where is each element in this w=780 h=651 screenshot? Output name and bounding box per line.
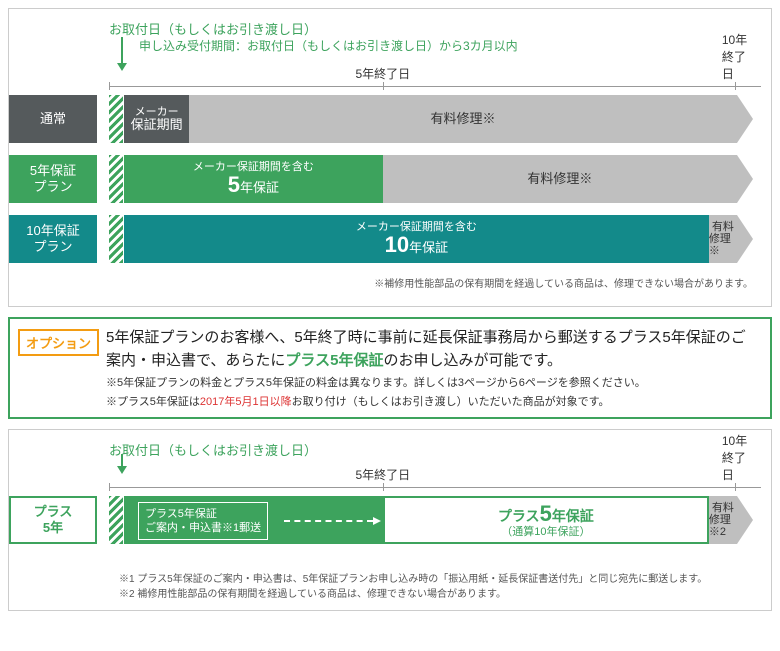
seg-plus5-paid: 有料 修理※2 [709,496,737,544]
pointer-arrow-icon [121,37,123,65]
timeline-segment: メーカー保証期間を含む5年保証 [124,155,383,203]
install-date-label-2: お取付日（もしくはお引き渡し日） [109,440,317,459]
tick-5yr-2: 5年終了日 [355,466,410,483]
tick-10yr-2: 10年終了日 [722,432,748,483]
hatch-icon [109,215,123,263]
row-label: 10年保証プラン [9,215,97,263]
dash-arrow-icon [284,520,373,522]
warranty-timeline-panel: お取付日（もしくはお引き渡し日） 申し込み受付期間：お取付日（もしくはお引き渡し… [8,8,772,307]
timeline-row: 5年保証プランメーカー保証期間を含む5年保証有料修理※ [109,155,761,203]
tick-10yr: 10年終了日 [722,31,748,82]
option-sub2: ※プラス5年保証は2017年5月1日以降お取り付け（もしくはお引き渡し）いただい… [106,395,760,410]
time-axis-2: 5年終了日 10年終了日 [109,470,761,488]
pointer-arrow-icon [121,454,123,468]
timeline-header-2: お取付日（もしくはお引き渡し日） [109,440,761,470]
tick-5yr: 5年終了日 [355,65,410,82]
option-box: オプション 5年保証プランのお客様へ、5年終了時に事前に延長保証事務局から郵送す… [8,317,772,419]
timeline-segment: メーカー保証期間を含む10年保証 [124,215,709,263]
seg-plus5-guide: プラス5年保証ご案内・申込書※1郵送 [124,496,383,544]
timeline-segment: 有料修理※ [709,215,737,263]
row-label-plus5: プラス5年 [9,496,97,544]
hatch-icon [109,155,123,203]
timeline-segment: 有料修理※ [383,155,737,203]
footnote: ※補修用性能部品の保有期間を経過している商品は、修理できない場合があります。 [109,275,753,290]
timeline-row: 通常メーカー保証期間有料修理※ [109,95,761,143]
row-label: 通常 [9,95,97,143]
timeline-row: 10年保証プランメーカー保証期間を含む10年保証有料修理※ [109,215,761,263]
option-main-text: 5年保証プランのお客様へ、5年終了時に事前に延長保証事務局から郵送するプラス5年… [106,327,760,372]
plus5-panel: お取付日（もしくはお引き渡し日） 5年終了日 10年終了日 プラス5年 プラス5… [8,429,772,611]
option-sub1: ※5年保証プランの料金とプラス5年保証の料金は異なります。詳しくは3ページから6… [106,376,760,391]
timeline-segment: 有料修理※ [189,95,737,143]
row-label: 5年保証プラン [9,155,97,203]
footnote-2: ※1 プラス5年保証のご案内・申込書は、5年保証プランお申し込み時の「振込用紙・… [119,572,763,602]
time-axis: 5年終了日 10年終了日 [109,69,761,87]
install-date-label: お取付日（もしくはお引き渡し日） [109,19,317,38]
option-badge: オプション [18,329,99,356]
application-period-label: 申し込み受付期間：お取付日（もしくはお引き渡し日）から3カ月以内 [139,37,518,54]
timeline-segment: メーカー保証期間 [124,95,189,143]
timeline-header: お取付日（もしくはお引き渡し日） 申し込み受付期間：お取付日（もしくはお引き渡し… [109,19,761,69]
row-plus5: プラス5年 プラス5年保証ご案内・申込書※1郵送 プラス5年保証 （通算10年保… [109,496,761,544]
hatch-icon [109,496,123,544]
seg-plus5-warranty: プラス5年保証 （通算10年保証） [383,496,709,544]
hatch-icon [109,95,123,143]
guide-mail-box: プラス5年保証ご案内・申込書※1郵送 [138,502,268,541]
